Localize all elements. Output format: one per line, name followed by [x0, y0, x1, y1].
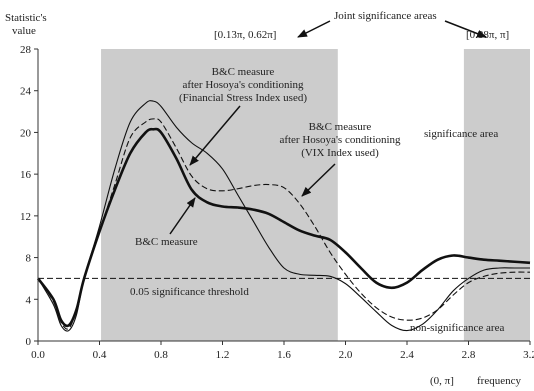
- x-tick-label: 2.8: [462, 349, 476, 361]
- series-line-vix: [37, 118, 531, 330]
- y-tick-label: 12: [20, 211, 31, 223]
- shaded-region-2: [463, 49, 530, 341]
- shaded-regions: [101, 49, 530, 341]
- bc-annotation: B&C measure: [135, 236, 198, 248]
- x-tick-label: 0.4: [93, 349, 107, 361]
- vix-annotation-line2: after Hosoya's conditioning: [279, 134, 401, 146]
- region2-label: [0.88π, π]: [466, 29, 509, 41]
- y-tick-label: 28: [20, 44, 32, 56]
- x-tick-label: 0.8: [154, 349, 168, 361]
- x-tick-label: 2.4: [400, 349, 414, 361]
- fsi-annotation-line1: B&C measure: [212, 66, 275, 78]
- shaded-region-1: [101, 49, 338, 341]
- y-tick-label: 0: [26, 336, 32, 348]
- x-tick-label: 0.0: [31, 349, 45, 361]
- series-line-fsi: [37, 100, 530, 332]
- y-tick-label: 4: [26, 294, 32, 306]
- joint-arrow-left: [297, 20, 331, 38]
- y-tick-label: 24: [20, 86, 32, 98]
- significance-area-label: significance area: [424, 128, 498, 140]
- x-tick-label: 2.0: [339, 349, 353, 361]
- joint-significance-label: Joint significance areas: [334, 10, 437, 22]
- bc-arrow: [169, 197, 196, 235]
- series-layer: [36, 100, 531, 332]
- ticks-layer: 0.0 0.4 0.8 1.2 1.6 2.0 2.4 2.8 3.2 0 4 8 12 16 20 24 28: [20, 44, 534, 361]
- x-tick-label: 3.2: [523, 349, 534, 361]
- zero-pi-label: (0, π]: [430, 375, 454, 387]
- y-tick-label: 16: [20, 169, 32, 181]
- fsi-annotation-line3: (Financial Stress Index used): [179, 92, 307, 104]
- vix-annotation-line1: B&C measure: [309, 121, 372, 133]
- threshold-label: 0.05 significance threshold: [130, 286, 249, 298]
- joint-arrow-right: [444, 20, 487, 38]
- x-axis-label: frequency: [477, 375, 521, 387]
- vix-annotation-line3: (VIX Index used): [301, 147, 379, 159]
- fsi-arrow: [189, 105, 241, 166]
- y-axis-label-line2: value: [12, 25, 36, 37]
- fsi-annotation-line2: after Hosoya's conditioning: [182, 79, 304, 91]
- y-tick-label: 8: [26, 253, 32, 265]
- non-significance-area-label: non-significance area: [410, 322, 504, 334]
- y-tick-label: 20: [20, 127, 32, 139]
- region1-label: [0.13π, 0.62π]: [214, 29, 276, 41]
- y-axis-label-line1: Statistic's: [5, 12, 47, 24]
- vix-arrow: [301, 163, 336, 197]
- x-tick-label: 1.2: [216, 349, 230, 361]
- x-tick-label: 1.6: [277, 349, 291, 361]
